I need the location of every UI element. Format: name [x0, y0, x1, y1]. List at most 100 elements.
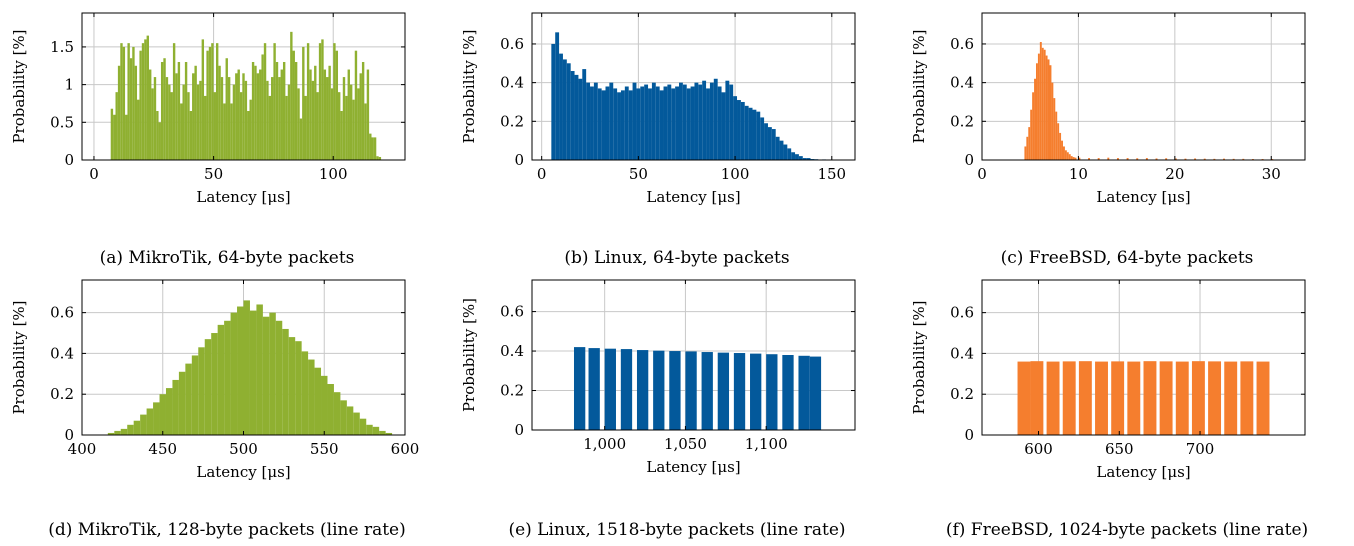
histogram-bar — [686, 88, 691, 160]
histogram-bar — [132, 46, 135, 160]
histogram-bar — [361, 62, 365, 160]
histogram-bar — [737, 100, 741, 160]
histogram-bar — [667, 84, 672, 160]
histogram-bar — [771, 129, 776, 160]
histogram-bar — [791, 152, 796, 160]
histogram-bar — [1213, 158, 1216, 160]
histogram-bar — [275, 320, 283, 435]
histogram-bar — [1026, 136, 1029, 160]
histogram-bar — [378, 156, 382, 160]
x-tick-label: 100 — [319, 165, 348, 183]
histogram-bar — [609, 82, 614, 160]
histogram-bar — [269, 312, 276, 435]
histogram-bar — [137, 99, 140, 160]
histogram-bar — [644, 84, 649, 160]
x-tick-label: 650 — [1105, 440, 1134, 458]
histogram-bar — [1223, 158, 1225, 160]
histogram-bar — [230, 103, 233, 160]
histogram-bar — [217, 324, 225, 435]
histogram-bar — [318, 43, 322, 160]
histogram-bar — [713, 78, 718, 160]
histogram-bar — [302, 46, 305, 160]
histogram-bar — [1224, 361, 1238, 435]
y-tick-label: 0 — [964, 151, 974, 169]
chart-5: 600 650 700 0 0.2 0.4 0.6 Latency [μs] Probabili… — [910, 279, 1306, 481]
histogram-bar — [1074, 157, 1077, 160]
y-tick-label: 0.4 — [500, 342, 524, 360]
histogram-bar — [1191, 361, 1205, 435]
histogram-bar — [651, 82, 656, 160]
histogram-bar — [1062, 146, 1065, 160]
histogram-bar — [636, 88, 641, 160]
x-axis-label: Latency [μs] — [196, 463, 290, 481]
histogram-bar — [287, 84, 291, 160]
histogram-bar — [364, 103, 367, 160]
histogram-bar — [227, 77, 231, 160]
histogram-bar — [566, 63, 571, 160]
histogram-bar — [285, 95, 288, 160]
histogram-bar — [559, 53, 563, 160]
histogram-bar — [1059, 132, 1062, 160]
histogram-bar — [353, 412, 360, 435]
y-tick-label: 0.2 — [500, 382, 524, 400]
histogram-bar — [247, 111, 250, 160]
histogram-bar — [165, 388, 173, 435]
histogram-bar — [1057, 123, 1060, 160]
histogram-bar — [139, 50, 142, 160]
histogram-bar — [117, 65, 121, 160]
histogram-bar — [141, 43, 145, 160]
x-axis-label: Latency [μs] — [1096, 463, 1190, 481]
histogram-bar — [1028, 127, 1031, 160]
histogram-bar — [1053, 98, 1056, 160]
x-tick-label: 100 — [721, 165, 750, 183]
histogram-bar — [182, 84, 185, 160]
histogram-bar — [620, 349, 633, 430]
histogram-bar — [694, 82, 699, 160]
histogram-bar — [597, 88, 602, 160]
histogram-bar — [213, 92, 216, 160]
chart-1: 0 50 100 150 0 0.2 0.4 0.6 Latency [μs] Probabili… — [460, 12, 856, 206]
histogram-bar — [333, 392, 341, 435]
histogram-bar — [1240, 361, 1254, 435]
histogram-bar — [573, 347, 586, 430]
histogram-bar — [717, 86, 722, 160]
histogram-bar — [349, 84, 353, 160]
histogram-bar — [140, 414, 147, 435]
histogram-bar — [748, 107, 753, 160]
histogram-bar — [1208, 361, 1222, 435]
y-axis-label: Probability [%] — [10, 29, 28, 143]
histogram-bar — [110, 108, 114, 160]
x-tick-label: 20 — [1165, 165, 1184, 183]
histogram-bar — [256, 304, 263, 435]
histogram-bar — [702, 80, 707, 160]
histogram-bar — [288, 337, 296, 435]
histogram-bar — [107, 432, 115, 435]
x-axis-label: Latency [μs] — [646, 188, 740, 206]
histogram-bar — [316, 92, 319, 160]
histogram-bar — [211, 43, 214, 160]
histogram-bar — [262, 316, 270, 435]
histogram-bar — [301, 351, 309, 435]
histogram-bar — [308, 359, 315, 435]
histogram-bar — [273, 43, 276, 160]
x-tick-label: 550 — [310, 440, 339, 458]
histogram-bar — [555, 32, 560, 161]
histogram-bar — [1051, 82, 1054, 160]
histogram-bar — [671, 88, 676, 160]
histogram-bar — [373, 137, 377, 160]
histogram-bar — [798, 355, 810, 430]
histogram-bar — [268, 95, 272, 160]
histogram-bar — [767, 127, 772, 160]
y-tick-label: 0.6 — [50, 304, 74, 322]
histogram-bar — [191, 355, 199, 435]
histogram-bar — [206, 50, 209, 160]
histogram-bar — [114, 430, 121, 435]
histogram-bar — [1045, 55, 1048, 161]
histogram-bar — [1062, 361, 1076, 435]
x-tick-label: 0 — [977, 165, 987, 183]
y-tick-label: 0.2 — [950, 112, 974, 130]
histogram-bar — [1203, 158, 1206, 160]
histogram-bar — [372, 426, 380, 435]
histogram-bar — [249, 310, 257, 435]
histogram-bar — [297, 88, 300, 160]
